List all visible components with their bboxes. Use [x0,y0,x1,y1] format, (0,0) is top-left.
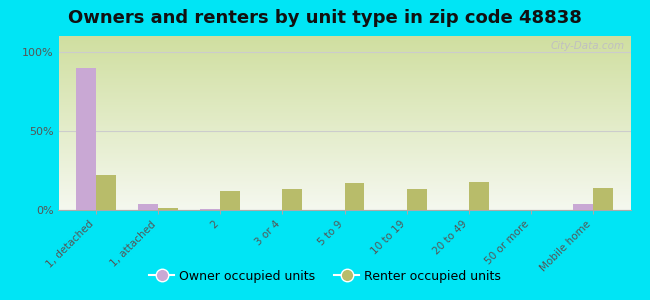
Bar [573,204,593,210]
Bar [344,183,365,210]
Bar [469,182,489,210]
Bar [407,189,426,210]
Bar [76,68,96,210]
Bar [138,204,158,210]
Text: Owners and renters by unit type in zip code 48838: Owners and renters by unit type in zip c… [68,9,582,27]
Bar [220,191,240,210]
Bar [593,188,613,210]
Bar [96,175,116,210]
Bar [158,208,178,210]
Bar [200,209,220,210]
Legend: Owner occupied units, Renter occupied units: Owner occupied units, Renter occupied un… [144,265,506,288]
Bar [282,189,302,210]
Text: City-Data.com: City-Data.com [551,41,625,51]
